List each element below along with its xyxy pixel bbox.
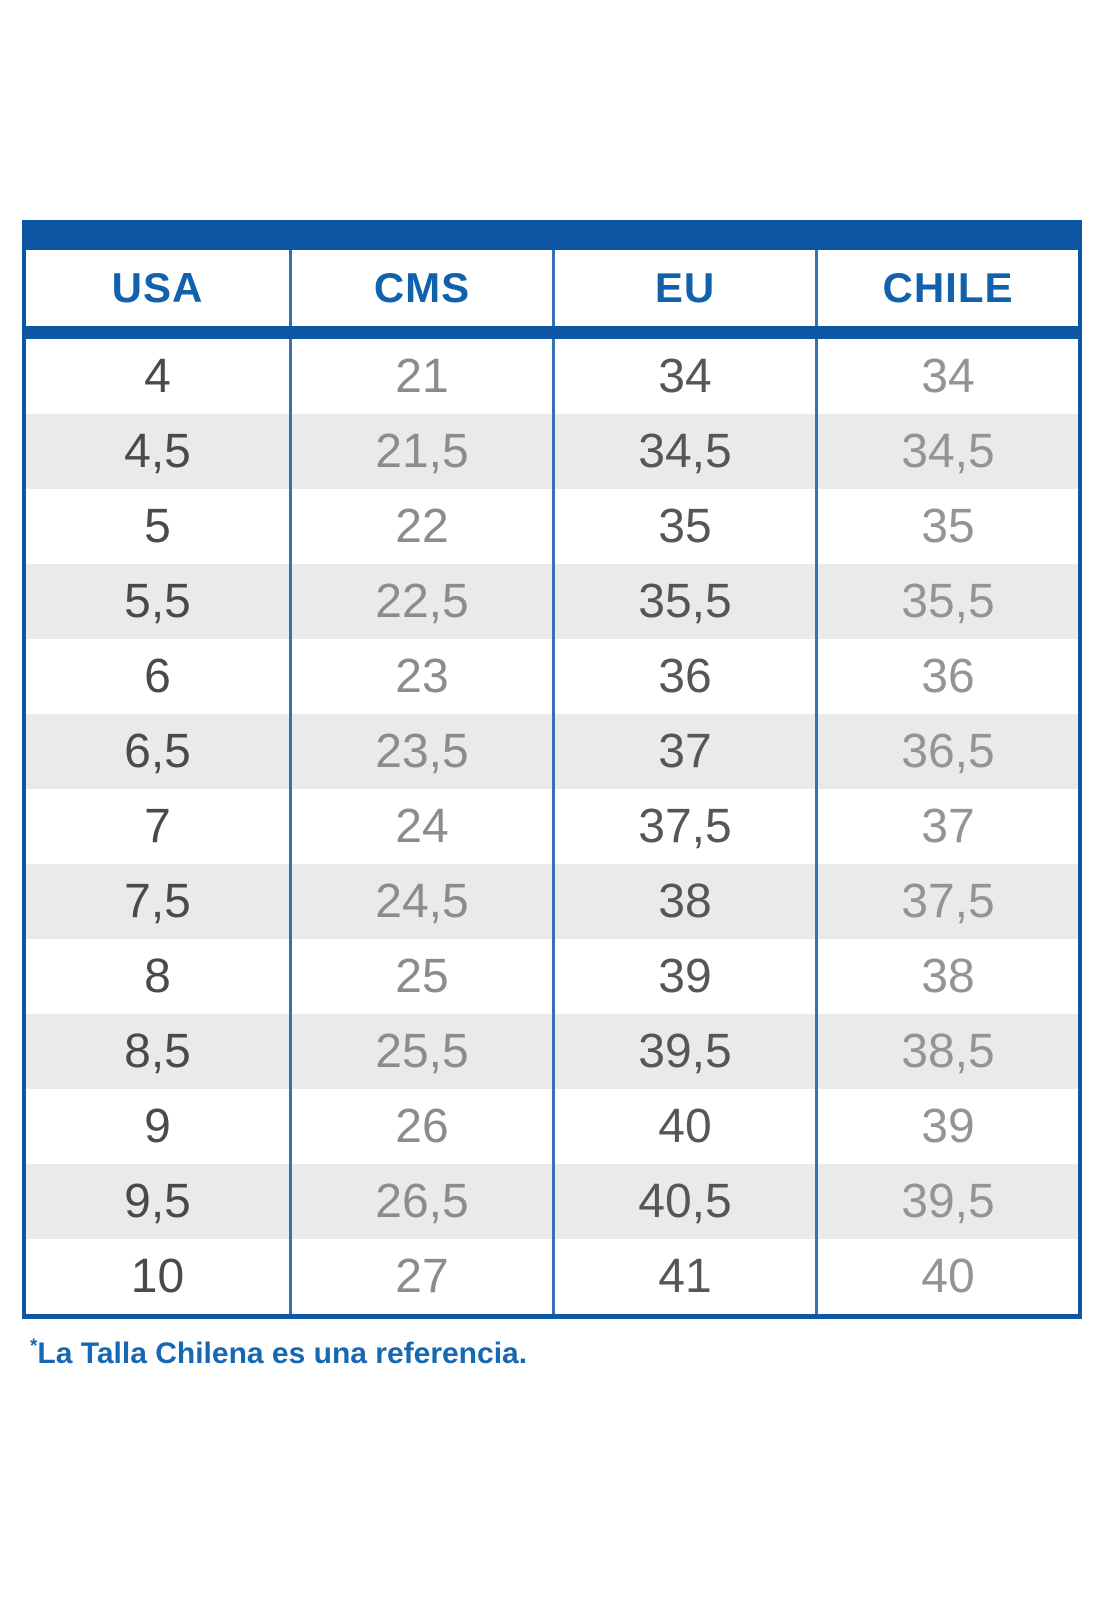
table-cell: 37,5 xyxy=(815,864,1078,939)
table-row: 6,5 23,5 37 36,5 xyxy=(26,714,1078,789)
table-cell: 34,5 xyxy=(552,414,815,489)
table-cell: 38,5 xyxy=(815,1014,1078,1089)
table-cell: 38 xyxy=(815,939,1078,1014)
table-cell: 41 xyxy=(552,1239,815,1314)
table-cell: 34,5 xyxy=(815,414,1078,489)
table-cell: 27 xyxy=(289,1239,552,1314)
table-row: 5,5 22,5 35,5 35,5 xyxy=(26,564,1078,639)
table-top-bar xyxy=(26,220,1078,250)
table-cell: 7,5 xyxy=(124,875,191,928)
table-row: 5 22 35 35 xyxy=(26,489,1078,564)
table-cell: 4,5 xyxy=(124,425,191,478)
table-cell: 5,5 xyxy=(124,575,191,628)
table-cell: 24 xyxy=(289,789,552,864)
table-cell: 9,5 xyxy=(124,1175,191,1228)
table-cell: 10 xyxy=(130,1250,185,1303)
table-cell: 37 xyxy=(815,789,1078,864)
table-cell: 34 xyxy=(815,339,1078,414)
table-cell: 6 xyxy=(144,650,171,703)
table-cell: 8,5 xyxy=(124,1025,191,1078)
table-row: 4 21 34 34 xyxy=(26,339,1078,414)
table-row: 8,5 25,5 39,5 38,5 xyxy=(26,1014,1078,1089)
table-cell: 21 xyxy=(289,339,552,414)
table-cell: 39 xyxy=(815,1089,1078,1164)
table-cell: 26 xyxy=(289,1089,552,1164)
table-cell: 36,5 xyxy=(815,714,1078,789)
table-cell: 4 xyxy=(144,350,171,403)
footnote-asterisk: * xyxy=(30,1336,38,1357)
table-cell: 39 xyxy=(552,939,815,1014)
table-cell: 35 xyxy=(552,489,815,564)
table-cell: 23,5 xyxy=(289,714,552,789)
table-cell: 40,5 xyxy=(552,1164,815,1239)
table-cell: 8 xyxy=(144,950,171,1003)
table-cell: 24,5 xyxy=(289,864,552,939)
table-row: 7,5 24,5 38 37,5 xyxy=(26,864,1078,939)
footnote: *La Talla Chilena es una referencia. xyxy=(30,1337,1082,1371)
table-cell: 35,5 xyxy=(815,564,1078,639)
size-table: USA CMS EU CHILE 4 21 34 34 4,5 21,5 34,5 34,5 5… xyxy=(22,220,1082,1319)
table-cell: 40 xyxy=(552,1089,815,1164)
table-cell: 25 xyxy=(289,939,552,1014)
table-cell: 25,5 xyxy=(289,1014,552,1089)
table-cell: 6,5 xyxy=(124,725,191,778)
table-cell: 38 xyxy=(552,864,815,939)
table-cell: 26,5 xyxy=(289,1164,552,1239)
table-cell: 22,5 xyxy=(289,564,552,639)
table-cell: 34 xyxy=(552,339,815,414)
table-cell: 7 xyxy=(144,800,171,853)
table-cell: 36 xyxy=(815,639,1078,714)
table-cell: 9 xyxy=(144,1100,171,1153)
table-cell: 5 xyxy=(144,500,171,553)
table-cell: 22 xyxy=(289,489,552,564)
table-row: 9 26 40 39 xyxy=(26,1089,1078,1164)
table-cell: 37,5 xyxy=(552,789,815,864)
table-cell: 40 xyxy=(815,1239,1078,1314)
table-row: 4,5 21,5 34,5 34,5 xyxy=(26,414,1078,489)
column-header-chile: CHILE xyxy=(815,250,1078,326)
column-header-usa: USA xyxy=(111,264,204,311)
size-conversion-chart: USA CMS EU CHILE 4 21 34 34 4,5 21,5 34,5 34,5 5… xyxy=(22,220,1082,1371)
header-separator xyxy=(26,326,1078,339)
column-header-cms: CMS xyxy=(289,250,552,326)
table-cell: 37 xyxy=(552,714,815,789)
table-header-row: USA CMS EU CHILE xyxy=(26,250,1078,326)
table-cell: 39,5 xyxy=(815,1164,1078,1239)
footnote-text: La Talla Chilena es una referencia. xyxy=(37,1337,528,1370)
column-header-eu: EU xyxy=(552,250,815,326)
table-row: 9,5 26,5 40,5 39,5 xyxy=(26,1164,1078,1239)
table-cell: 35,5 xyxy=(552,564,815,639)
table-row: 6 23 36 36 xyxy=(26,639,1078,714)
table-cell: 21,5 xyxy=(289,414,552,489)
table-cell: 39,5 xyxy=(552,1014,815,1089)
table-cell: 35 xyxy=(815,489,1078,564)
table-row: 7 24 37,5 37 xyxy=(26,789,1078,864)
table-row: 10 27 41 40 xyxy=(26,1239,1078,1314)
table-cell: 23 xyxy=(289,639,552,714)
table-cell: 36 xyxy=(552,639,815,714)
table-row: 8 25 39 38 xyxy=(26,939,1078,1014)
table-body: 4 21 34 34 4,5 21,5 34,5 34,5 5 22 35 35 5,5 22,5 35,5… xyxy=(26,339,1078,1314)
